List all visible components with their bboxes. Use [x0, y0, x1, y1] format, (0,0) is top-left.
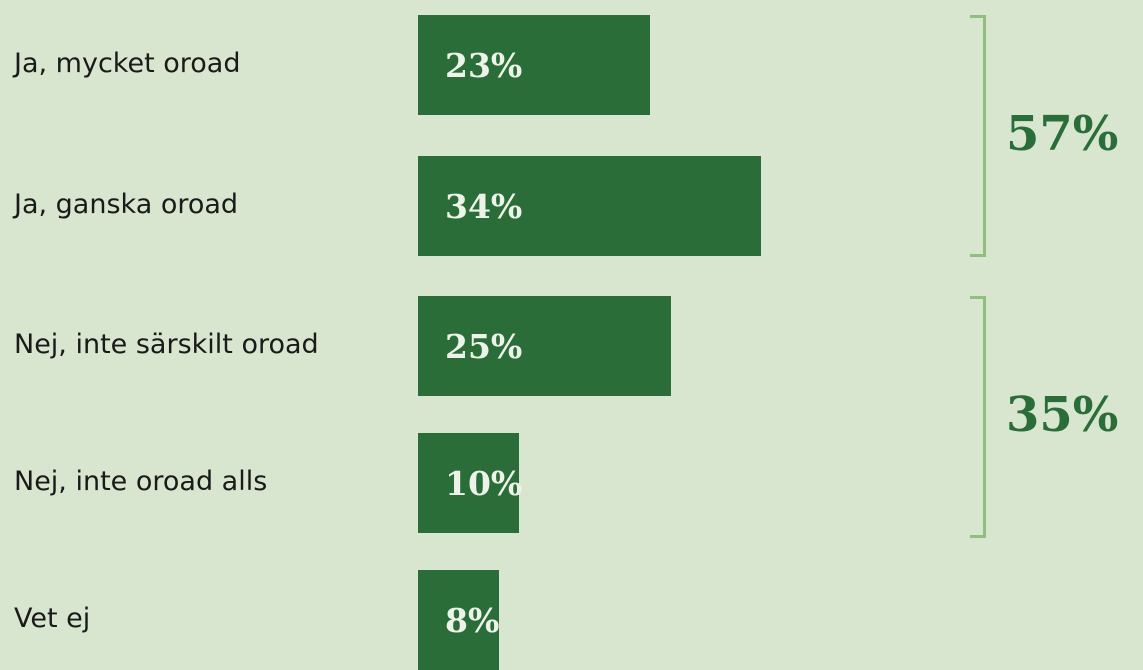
bar-value-label: 8% — [445, 601, 500, 640]
bar-value-label: 25% — [445, 327, 523, 366]
category-label: Nej, inte oroad alls — [14, 466, 268, 497]
bar-value-label: 10% — [445, 464, 523, 503]
group-bracket — [970, 15, 986, 257]
group-bracket — [970, 296, 986, 538]
category-label: Ja, mycket oroad — [14, 48, 241, 79]
bar: 10% — [418, 433, 523, 533]
bar-value-label: 23% — [445, 46, 523, 85]
category-label: Nej, inte särskilt oroad — [14, 329, 319, 360]
category-label: Vet ej — [14, 603, 91, 634]
bar: 25% — [418, 296, 671, 396]
group-total-label: 57% — [1006, 106, 1119, 162]
bar: 8% — [418, 570, 499, 670]
bar-value-label: 34% — [445, 187, 523, 226]
bar: 23% — [418, 15, 650, 115]
group-total-label: 35% — [1006, 387, 1119, 443]
category-label: Ja, ganska oroad — [14, 189, 239, 220]
bar: 34% — [418, 156, 761, 256]
